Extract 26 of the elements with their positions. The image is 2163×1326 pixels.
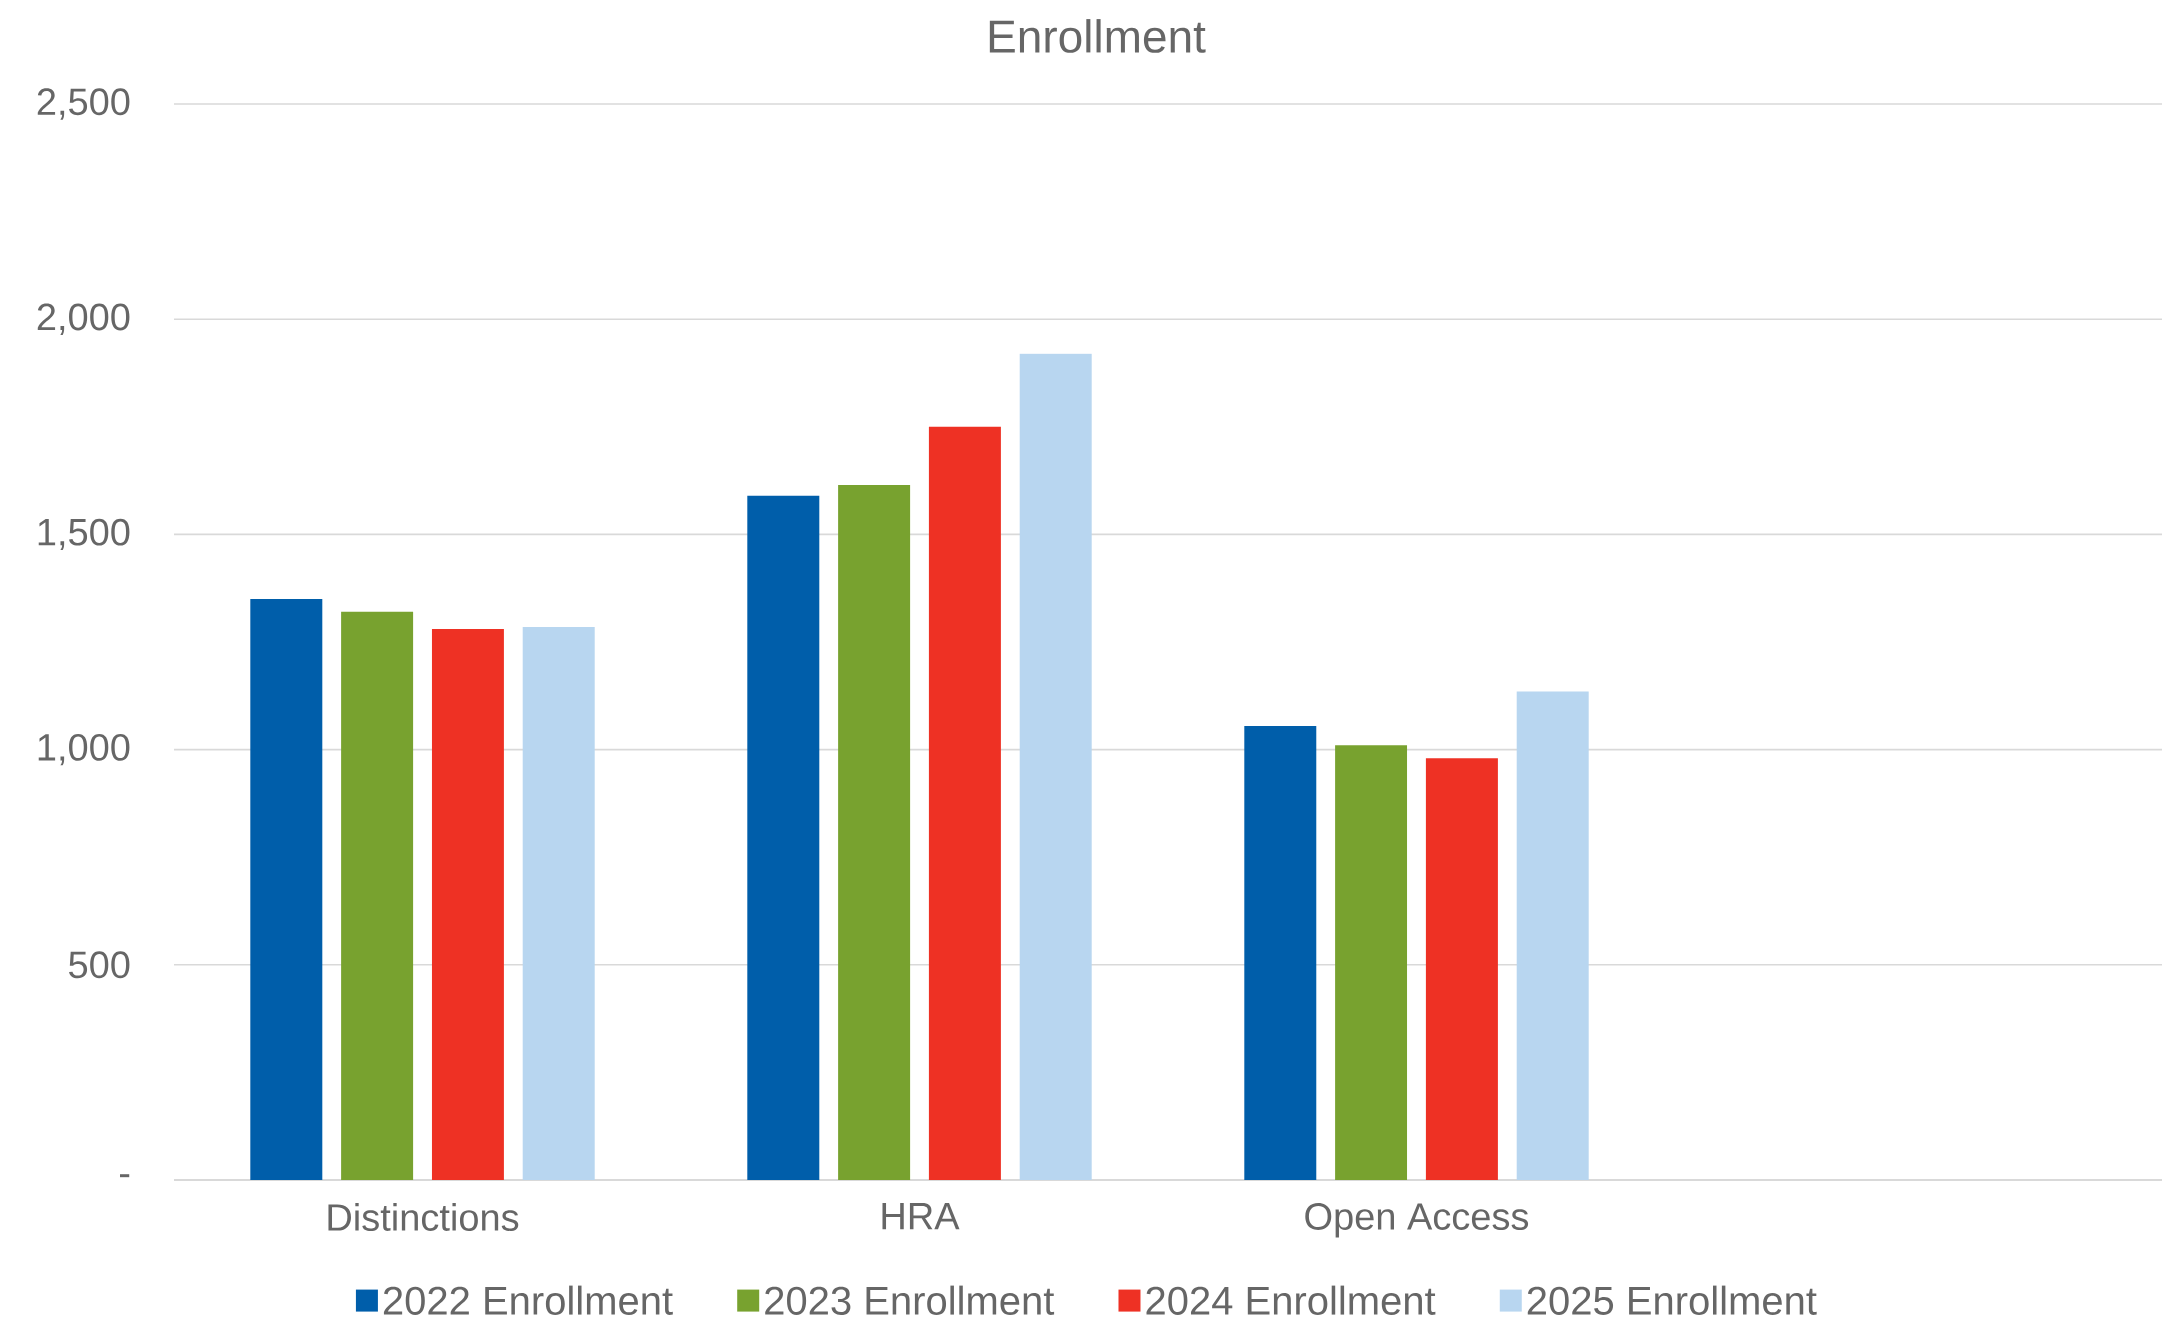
x-tick-label: HRA — [882, 1203, 960, 1230]
legend-label: 2025 Enrollment — [1527, 1285, 1817, 1316]
bar — [928, 427, 1001, 1181]
legend-label: 2023 Enrollment — [765, 1285, 1055, 1316]
bar — [747, 495, 820, 1181]
y-tick-label: - — [119, 1174, 130, 1178]
y-tick-label: 1,500 — [38, 518, 130, 551]
y-tick-label: 2,500 — [37, 88, 130, 120]
legend-label: 2022 Enrollment — [383, 1285, 673, 1316]
bar — [1019, 353, 1092, 1181]
bar — [1244, 726, 1317, 1181]
bar — [250, 599, 323, 1181]
bar — [431, 629, 504, 1181]
y-tick-label: 500 — [69, 951, 130, 979]
bar — [341, 612, 414, 1181]
bar — [1335, 745, 1408, 1181]
bar — [1425, 758, 1498, 1181]
legend-label: 2024 Enrollment — [1146, 1285, 1436, 1316]
x-tick-label: Open Access — [1305, 1203, 1529, 1238]
bar — [838, 485, 911, 1181]
y-tick-label: 1,000 — [38, 734, 130, 766]
bar — [522, 627, 595, 1181]
y-tick-label: 2,000 — [37, 303, 130, 336]
x-tick-label: Distinctions — [328, 1203, 519, 1232]
chart-title: Enrollment — [989, 19, 1206, 54]
bar — [1516, 691, 1589, 1181]
